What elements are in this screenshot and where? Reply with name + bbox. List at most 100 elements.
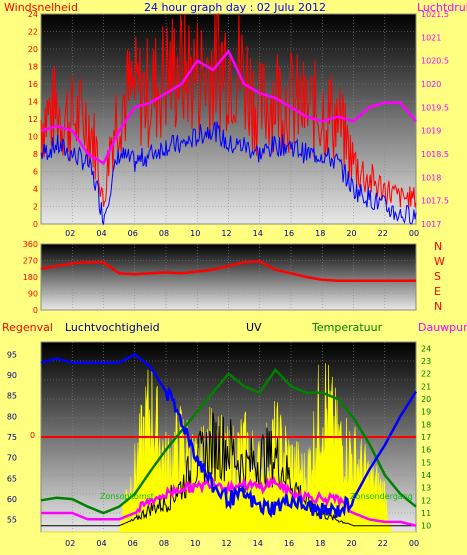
left-tick-label: 18: [28, 63, 38, 72]
temperature-tick-label: 15: [421, 458, 431, 467]
left-tick-label: 0: [33, 220, 38, 229]
x-tick-label: 18: [315, 229, 325, 238]
temperature-tick-label: 24: [421, 344, 431, 353]
humidity-tick-label: 95: [7, 350, 17, 359]
solar-area: [41, 363, 416, 533]
x-tick-label: 12: [221, 539, 231, 548]
wind-gust-line: [40, 121, 417, 226]
x-tick-label: 08: [159, 229, 169, 238]
temperature-tick-label: 18: [421, 420, 431, 429]
x-tick-label: 16: [284, 539, 294, 548]
left-tick-label: 8: [33, 150, 38, 159]
right-tick-label: 1018: [421, 173, 441, 182]
temperature-tick-label: 20: [421, 395, 431, 404]
x-tick-label: 06: [128, 229, 138, 238]
bot-x-ticks: 02 04 06 08 10 12 14 16 18 20 22 00: [65, 539, 419, 548]
x-tick-label: 04: [96, 539, 106, 548]
compass-label: N: [434, 300, 442, 313]
right-tick-label: 1020: [421, 80, 441, 89]
top-series: [40, 12, 417, 226]
temperature-tick-label: 12: [421, 496, 431, 505]
x-tick-label: 14: [253, 229, 263, 238]
right-tick-label: 1017.5: [421, 197, 449, 206]
direction-tick-label: 0: [33, 306, 38, 315]
temperature-tick-label: 14: [421, 471, 431, 480]
x-tick-label: 12: [221, 229, 231, 238]
right-tick-label: 1018.5: [421, 150, 449, 159]
label-humidity: Luchtvochtigheid: [65, 321, 160, 334]
direction-tick-label: 90: [28, 290, 38, 299]
x-tick-label: 22: [378, 539, 388, 548]
pressure-line: [40, 49, 417, 166]
temperature-tick-label: 10: [421, 522, 431, 531]
compass-label: S: [434, 270, 441, 283]
compass-label: E: [434, 285, 441, 298]
x-tick-label: 22: [378, 229, 388, 238]
humidity-tick-label: 80: [7, 412, 17, 421]
sunset-label: Zonsondergang: [350, 492, 413, 501]
right-tick-label: 1020.5: [421, 57, 449, 66]
direction-tick-label: 270: [23, 257, 38, 266]
label-uv: UV: [246, 321, 262, 334]
x-tick-label: 02: [65, 539, 75, 548]
dewpoint-line: [41, 475, 417, 527]
x-tick-label: 20: [346, 229, 356, 238]
x-tick-label: 00: [409, 539, 419, 548]
temperature-tick-label: 16: [421, 446, 431, 455]
temperature-tick-label: 19: [421, 408, 431, 417]
right-tick-label: 1019.5: [421, 103, 449, 112]
left-tick-label: 4: [33, 185, 38, 194]
humidity-tick-label: 65: [7, 474, 17, 483]
x-tick-label: 04: [96, 229, 106, 238]
compass-label: W: [434, 255, 445, 268]
humidity-tick-label: 55: [7, 516, 17, 525]
left-tick-label: 12: [28, 115, 38, 124]
label-dewpoint: Dauwpunt: [418, 321, 467, 334]
label-rain: Regenval: [2, 321, 53, 334]
left-tick-label: 14: [28, 98, 38, 107]
right-tick-label: 1019: [421, 127, 441, 136]
left-tick-label: 16: [28, 80, 38, 89]
bot-left-ticks: 55 60 65 70 75 80 85 90 95: [7, 350, 17, 524]
humidity-tick-label: 75: [7, 433, 17, 442]
left-tick-label: 22: [28, 28, 38, 37]
uv-line: [41, 412, 416, 527]
x-tick-label: 00: [409, 229, 419, 238]
compass-label: N: [434, 240, 442, 253]
bot-right-ticks: 10 11 12 13 14 15 16 17 18 19 20 21 22 23 24: [421, 344, 431, 530]
x-tick-label: 02: [65, 229, 75, 238]
x-tick-label: 08: [159, 539, 169, 548]
left-tick-label: 6: [33, 168, 38, 177]
humidity-tick-label: 60: [7, 495, 17, 504]
temperature-tick-label: 11: [421, 509, 431, 518]
right-tick-label: 1021.5: [421, 10, 449, 19]
left-tick-label: 10: [28, 133, 38, 142]
humidity-line: [40, 352, 418, 520]
right-tick-label: 1017: [421, 220, 441, 229]
temperature-line: [40, 367, 417, 515]
x-tick-label: 10: [190, 539, 200, 548]
top-right-ticks: 1017 1017.5 1018 1018.5 1019 1019.5 1020 1020.5…: [421, 10, 449, 229]
wind-direction-line: [40, 260, 416, 282]
wind-speed-line: [40, 12, 417, 209]
left-tick-label: 20: [28, 45, 38, 54]
left-tick-label: 2: [33, 203, 38, 212]
mid-grid: [41, 244, 416, 310]
x-tick-label: 06: [128, 539, 138, 548]
temperature-tick-label: 22: [421, 370, 431, 379]
humidity-tick-label: 70: [7, 454, 17, 463]
bot-series: [40, 352, 418, 533]
sunrise-label: Zonsopkomst: [100, 492, 154, 501]
temperature-tick-label: 13: [421, 484, 431, 493]
x-tick-label: 16: [284, 229, 294, 238]
left-tick-label: 24: [28, 10, 38, 19]
top-x-ticks: 02 04 06 08 10 12 14 16 18 20 22 00: [65, 229, 419, 238]
mid-left-ticks: 0 90 180 270 360: [23, 240, 38, 315]
temperature-tick-label: 21: [421, 382, 431, 391]
x-tick-label: 20: [346, 539, 356, 548]
label-temperature: Temperatuur: [311, 321, 383, 334]
x-tick-label: 10: [190, 229, 200, 238]
